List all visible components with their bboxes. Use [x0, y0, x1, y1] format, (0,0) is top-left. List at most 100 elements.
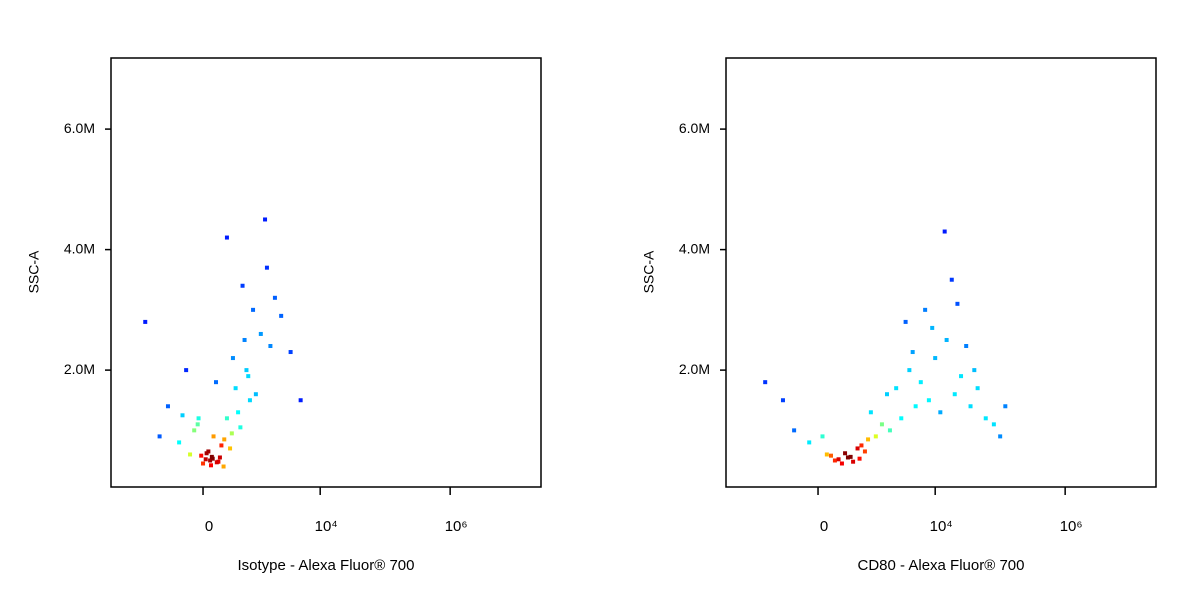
event-dot	[836, 457, 841, 462]
event-dot	[845, 455, 850, 460]
event-dot	[214, 380, 219, 385]
event-dot	[832, 458, 837, 463]
x-tick-label: 10⁴	[930, 518, 953, 535]
event-dot	[298, 398, 303, 403]
x-tick-label: 0	[205, 518, 213, 535]
event-dot	[192, 428, 197, 433]
event-dot	[224, 416, 229, 421]
event-dot	[910, 350, 915, 355]
event-dot	[763, 380, 768, 385]
event-dot	[195, 422, 200, 427]
x-axis-label: CD80 - Alexa Fluor® 700	[858, 557, 1025, 574]
y-tick-label: 6.0M	[64, 120, 95, 136]
event-dot	[942, 229, 947, 234]
y-tick-label: 2.0M	[679, 361, 710, 377]
event-dot	[214, 460, 219, 465]
y-tick-label: 4.0M	[679, 240, 710, 256]
event-dot	[240, 283, 245, 288]
event-dot	[907, 368, 912, 373]
event-dot	[780, 398, 785, 403]
event-dot	[279, 313, 284, 318]
event-dot	[913, 404, 918, 409]
event-dot	[983, 416, 988, 421]
x-axis-label: Isotype - Alexa Fluor® 700	[238, 557, 415, 574]
plot-frame	[110, 57, 542, 488]
event-dot	[887, 428, 892, 433]
event-dot	[991, 422, 996, 427]
event-dot	[264, 265, 269, 270]
event-dot	[820, 434, 825, 439]
x-tick-label: 10⁶	[1060, 518, 1083, 535]
event-dot	[859, 443, 864, 448]
event-dot	[949, 277, 954, 282]
event-dot	[839, 461, 844, 466]
event-dot	[268, 344, 273, 349]
event-dot	[866, 437, 871, 442]
y-axis-label: SSC-A	[26, 250, 42, 293]
event-dot	[903, 319, 908, 324]
event-dot	[829, 453, 834, 458]
event-dot	[857, 456, 862, 461]
event-dot	[224, 235, 229, 240]
x-tick-label: 10⁴	[315, 518, 338, 535]
event-dot	[968, 404, 973, 409]
event-dot	[879, 422, 884, 427]
event-dot	[263, 217, 268, 222]
event-dot	[217, 455, 222, 460]
event-dot	[165, 404, 170, 409]
event-dot	[253, 392, 258, 397]
event-dot	[211, 434, 216, 439]
event-dot	[229, 431, 234, 436]
event-dot	[824, 452, 829, 457]
event-dot	[157, 434, 162, 439]
plot-frame	[725, 57, 1157, 488]
event-dot	[855, 446, 860, 451]
event-dot	[862, 449, 867, 454]
event-dot	[238, 425, 243, 430]
y-tick-label: 4.0M	[64, 240, 95, 256]
y-tick-label: 6.0M	[679, 120, 710, 136]
event-dot	[201, 461, 206, 466]
y-axis-label: SSC-A	[641, 250, 657, 293]
event-dot	[180, 413, 185, 418]
x-tick-label: 0	[820, 518, 828, 535]
event-dot	[807, 440, 812, 445]
event-dot	[884, 392, 889, 397]
event-dot	[203, 457, 208, 462]
event-dot	[972, 368, 977, 373]
event-dot	[843, 451, 848, 456]
event-dot	[233, 386, 238, 391]
event-dot	[955, 301, 960, 306]
x-tick-label: 10⁶	[445, 518, 468, 535]
event-dot	[851, 459, 856, 464]
event-dot	[1003, 404, 1008, 409]
event-dot	[209, 454, 214, 459]
event-dot	[272, 295, 277, 300]
event-dot	[848, 454, 853, 459]
event-dot	[933, 356, 938, 361]
event-dot	[868, 410, 873, 415]
event-dot	[938, 410, 943, 415]
event-dot	[177, 440, 182, 445]
event-dot	[998, 434, 1003, 439]
event-dot	[230, 356, 235, 361]
event-dot	[219, 443, 224, 448]
event-dot	[247, 398, 252, 403]
event-dot	[251, 307, 256, 312]
event-dot	[242, 337, 247, 342]
event-dot	[975, 386, 980, 391]
event-dot	[244, 368, 249, 373]
event-dot	[952, 392, 957, 397]
event-dot	[199, 453, 204, 458]
event-dot	[926, 398, 931, 403]
event-dot	[288, 350, 293, 355]
event-dot	[894, 386, 899, 391]
event-dot	[246, 374, 251, 379]
event-dot	[222, 437, 227, 442]
event-dot	[792, 428, 797, 433]
event-dot	[196, 416, 201, 421]
event-dot	[899, 416, 904, 421]
event-dot	[236, 410, 241, 415]
event-dot	[208, 458, 213, 463]
